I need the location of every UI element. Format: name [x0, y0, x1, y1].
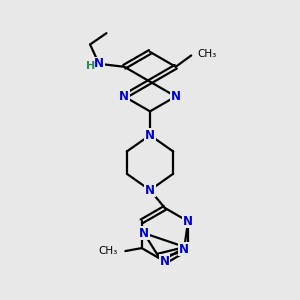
Text: N: N [119, 90, 129, 103]
Text: N: N [145, 184, 155, 196]
Text: N: N [94, 57, 104, 70]
Text: CH₃: CH₃ [198, 49, 217, 59]
Text: N: N [139, 226, 149, 240]
Text: N: N [183, 215, 193, 228]
Text: N: N [179, 243, 189, 256]
Text: H: H [86, 61, 95, 71]
Text: N: N [160, 255, 170, 268]
Text: CH₃: CH₃ [99, 246, 118, 256]
Text: N: N [145, 129, 155, 142]
Text: N: N [171, 90, 181, 103]
